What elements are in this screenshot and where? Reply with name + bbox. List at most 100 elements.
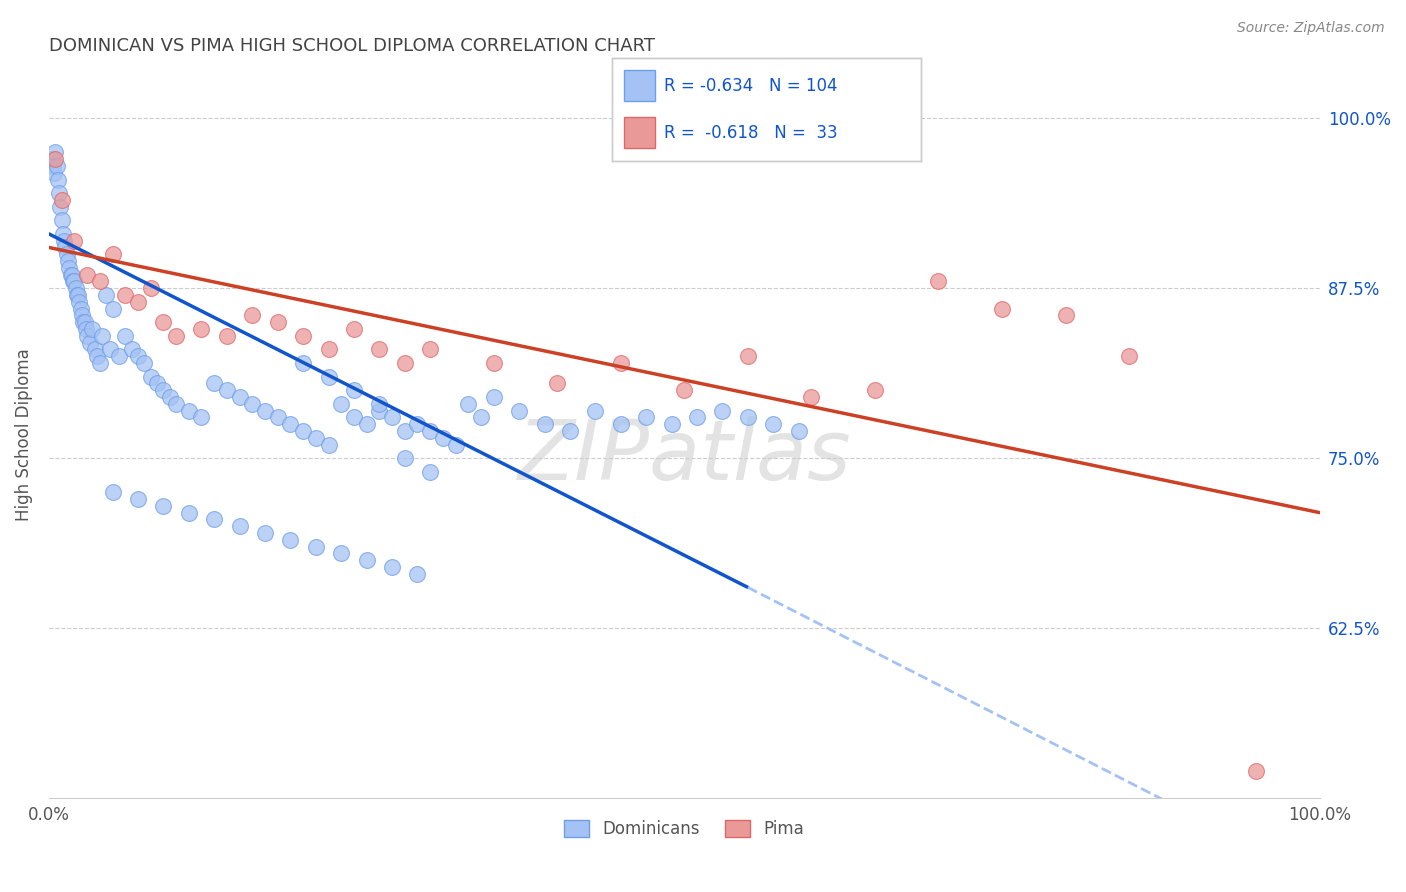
Point bbox=[73, 315, 96, 329]
Point bbox=[267, 315, 290, 329]
Point bbox=[457, 397, 479, 411]
Point bbox=[381, 410, 404, 425]
Point bbox=[139, 369, 162, 384]
Legend: Dominicans, Pima: Dominicans, Pima bbox=[558, 813, 811, 845]
Point bbox=[134, 356, 156, 370]
Point bbox=[711, 403, 734, 417]
Point bbox=[292, 329, 315, 343]
Point bbox=[305, 431, 328, 445]
FancyBboxPatch shape bbox=[624, 118, 655, 148]
Point bbox=[44, 145, 66, 160]
Point bbox=[737, 410, 759, 425]
Point bbox=[280, 417, 302, 432]
Point bbox=[253, 526, 276, 541]
Point bbox=[190, 322, 212, 336]
Point bbox=[800, 390, 823, 404]
Point bbox=[686, 410, 709, 425]
Point bbox=[253, 403, 276, 417]
Point bbox=[101, 485, 124, 500]
Point bbox=[356, 417, 378, 432]
Point bbox=[343, 322, 366, 336]
Point bbox=[444, 437, 467, 451]
Point bbox=[240, 397, 263, 411]
Point bbox=[202, 376, 225, 391]
Point bbox=[482, 390, 505, 404]
Point bbox=[863, 384, 886, 398]
Point bbox=[292, 424, 315, 438]
Point bbox=[330, 397, 353, 411]
Point bbox=[159, 390, 181, 404]
Point bbox=[240, 309, 263, 323]
Point bbox=[190, 410, 212, 425]
Point bbox=[127, 491, 149, 506]
Point bbox=[318, 437, 340, 451]
Point bbox=[381, 560, 404, 574]
Point bbox=[610, 417, 633, 432]
Point bbox=[292, 356, 315, 370]
Point bbox=[1244, 764, 1267, 778]
Point bbox=[114, 288, 136, 302]
Point bbox=[406, 566, 429, 581]
FancyBboxPatch shape bbox=[624, 70, 655, 101]
Point bbox=[177, 403, 200, 417]
Point bbox=[177, 506, 200, 520]
Point bbox=[49, 200, 72, 214]
Point bbox=[82, 322, 104, 336]
Point bbox=[280, 533, 302, 547]
Point bbox=[661, 417, 683, 432]
Point bbox=[267, 410, 290, 425]
Point bbox=[394, 356, 416, 370]
Point bbox=[152, 384, 174, 398]
Point bbox=[432, 431, 454, 445]
Point bbox=[56, 254, 79, 268]
Point bbox=[927, 275, 949, 289]
Point bbox=[636, 410, 658, 425]
Point bbox=[76, 268, 98, 282]
Point bbox=[139, 281, 162, 295]
Point bbox=[228, 519, 250, 533]
Point bbox=[51, 213, 73, 227]
Point bbox=[44, 152, 66, 166]
Point bbox=[62, 275, 84, 289]
Point bbox=[45, 159, 67, 173]
Point bbox=[419, 424, 441, 438]
Text: R = -0.634   N = 104: R = -0.634 N = 104 bbox=[664, 77, 838, 95]
Point bbox=[127, 349, 149, 363]
Point bbox=[152, 315, 174, 329]
Point bbox=[51, 193, 73, 207]
Point bbox=[343, 410, 366, 425]
Point bbox=[58, 260, 80, 275]
Point bbox=[1118, 349, 1140, 363]
Point bbox=[356, 553, 378, 567]
Point bbox=[533, 417, 555, 432]
Point bbox=[394, 451, 416, 466]
Point bbox=[52, 227, 75, 241]
Point bbox=[101, 247, 124, 261]
Point bbox=[42, 166, 65, 180]
Point bbox=[65, 281, 87, 295]
Point bbox=[305, 540, 328, 554]
Point bbox=[762, 417, 785, 432]
Point bbox=[394, 424, 416, 438]
Point bbox=[215, 329, 238, 343]
Point bbox=[66, 288, 89, 302]
Point bbox=[96, 288, 118, 302]
Point bbox=[101, 301, 124, 316]
Point bbox=[63, 234, 86, 248]
Point bbox=[482, 356, 505, 370]
Point bbox=[546, 376, 568, 391]
Point bbox=[419, 343, 441, 357]
Point bbox=[59, 268, 82, 282]
Text: R =  -0.618   N =  33: R = -0.618 N = 33 bbox=[664, 124, 838, 142]
Point bbox=[83, 343, 105, 357]
Point bbox=[318, 343, 340, 357]
Point bbox=[53, 234, 76, 248]
Point bbox=[1054, 309, 1077, 323]
Point bbox=[70, 309, 93, 323]
Point bbox=[108, 349, 131, 363]
Text: Source: ZipAtlas.com: Source: ZipAtlas.com bbox=[1237, 21, 1385, 35]
Point bbox=[368, 397, 391, 411]
Point bbox=[787, 424, 810, 438]
Point bbox=[46, 172, 69, 186]
Point bbox=[318, 369, 340, 384]
